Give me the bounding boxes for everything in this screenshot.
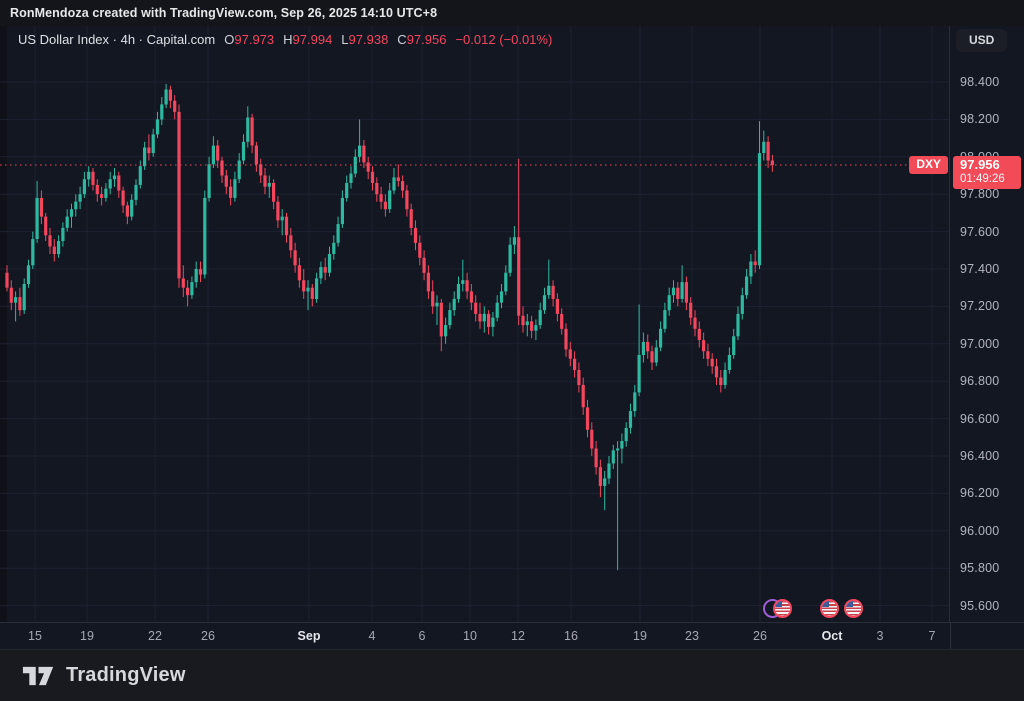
time-axis-label: 15 [28,629,42,643]
price-axis-label: 96.400 [960,449,1000,463]
us-flag-event-icon[interactable] [772,598,792,618]
grid [0,26,949,622]
time-axis[interactable]: 15 19 22 26 Sep 4 6 10 12 16 19 23 26 Oct 3 7 [0,622,1024,649]
last-price-value: 97.956 [960,157,1000,173]
time-axis-label: 26 [201,629,215,643]
axis-corner [950,623,1024,649]
us-flag-event-icon[interactable] [819,598,839,618]
attribution-bar: RonMendoza created with TradingView.com,… [0,0,1024,26]
price-axis-label: 96.000 [960,523,1000,538]
us-flag-event-icon[interactable] [843,598,863,618]
price-axis-label: 95.600 [960,598,1000,613]
us-flag [821,600,837,616]
time-axis-label: 23 [685,629,699,643]
chart-main: US Dollar Index · 4h · Capital.com O 97.9… [0,26,1024,622]
price-axis-label: 95.800 [960,561,1000,576]
tradingview-brand-text[interactable]: TradingView [66,664,186,686]
chart-left-margin [0,26,7,622]
price-axis-label: 97.600 [960,224,1000,239]
time-axis-label: 7 [928,629,936,643]
time-axis-label: 26 [753,629,767,643]
currency-button[interactable]: USD [956,29,1008,52]
candlestick-chart[interactable] [0,26,950,622]
time-axis-label: 22 [148,629,162,643]
price-axis-label: 97.400 [960,262,1000,276]
time-axis-label: 19 [80,629,94,643]
last-price-label: 97.956 01:49:26 [953,156,1021,190]
bar-countdown: 01:49:26 [960,172,1005,185]
price-axis-label: 98.200 [960,112,1000,127]
time-axis-label: 4 [368,629,376,643]
price-axis-label: 96.600 [960,411,1000,426]
us-flag [774,600,790,616]
chart-pane[interactable]: US Dollar Index · 4h · Capital.com O 97.9… [0,26,950,622]
time-axis-label: Oct [821,629,843,643]
attribution-text: RonMendoza created with TradingView.com,… [10,6,438,20]
time-axis-label: 19 [633,629,647,643]
ohlc-low: L 97.938 [341,32,389,47]
price-axis-label: 97.800 [960,187,1000,202]
tradingview-logo-icon[interactable] [22,665,55,687]
symbol-price-line-tag: DXY [909,155,948,174]
time-axis-label: 12 [511,629,525,643]
symbol-title[interactable]: US Dollar Index · 4h · Capital.com [18,32,216,47]
ohlc-open: O 97.973 [224,32,275,47]
time-axis-label: 16 [564,629,578,643]
price-axis-label: 96.200 [960,486,1000,501]
ohlc-high: H 97.994 [283,32,333,47]
ohlc-close: C 97.956 [397,32,447,47]
price-axis-label: 98.400 [960,75,1000,89]
time-axis-label: 6 [418,629,426,643]
time-axis-label: 3 [876,629,884,643]
time-axis-label: 10 [463,629,477,643]
price-axis-label: 96.800 [960,374,1000,389]
candlestick-series [5,83,774,571]
price-change: −0.012 (−0.01%) [455,32,553,47]
chart-legend[interactable]: US Dollar Index · 4h · Capital.com O 97.9… [18,32,552,47]
price-axis[interactable]: USD 98.40098.20098.00097.80097.60097.400… [950,26,1023,622]
footer-bar: TradingView [0,649,1024,701]
us-flag [845,600,861,616]
price-axis-label: 97.200 [960,299,1000,314]
time-axis-label: Sep [297,629,321,643]
price-axis-label: 97.000 [960,336,1000,351]
